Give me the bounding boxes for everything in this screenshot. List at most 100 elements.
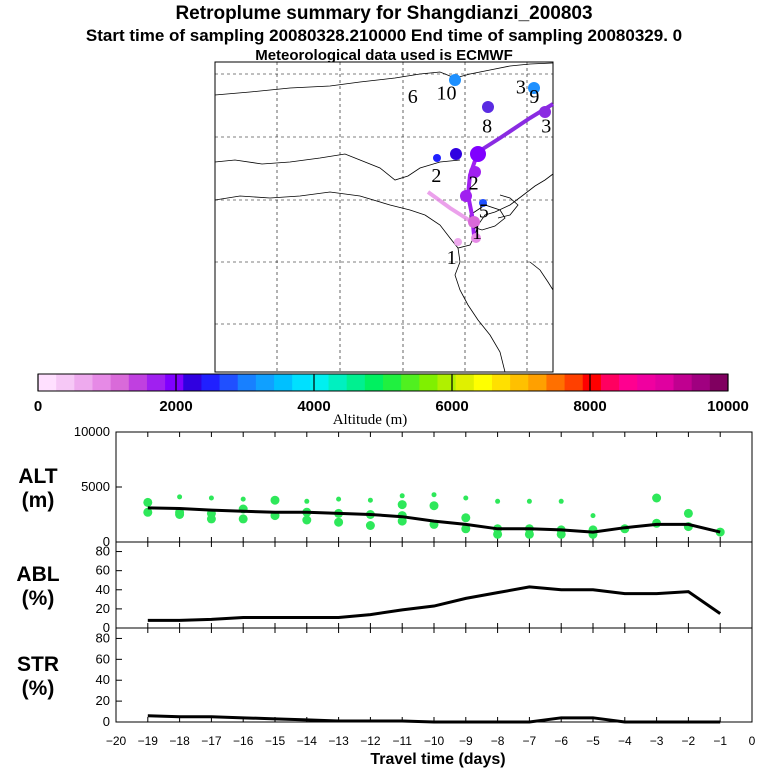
trajectory-point bbox=[433, 154, 441, 162]
x-tick-label: −4 bbox=[618, 734, 632, 748]
colorbar-swatch bbox=[56, 374, 75, 391]
scatter-point bbox=[143, 497, 153, 507]
scatter-point bbox=[365, 521, 375, 530]
abl-panel: 0 20 40 60 80 ABL(%) bbox=[16, 541, 753, 635]
scatter-point bbox=[143, 507, 153, 517]
day-label: 9 bbox=[529, 86, 539, 108]
colorbar-tick-label: 10000 bbox=[707, 398, 749, 415]
colorbar-label: Altitude (m) bbox=[333, 412, 408, 428]
trajectory-point bbox=[449, 74, 461, 86]
scatter-point bbox=[177, 494, 183, 500]
panel-frame bbox=[115, 541, 753, 629]
colorbar-swatch bbox=[237, 374, 257, 391]
coastline bbox=[454, 247, 506, 373]
colorbar-swatch bbox=[564, 374, 584, 391]
y-axis-label: STR bbox=[17, 653, 59, 676]
x-tick-label: −12 bbox=[360, 734, 381, 748]
coastline bbox=[214, 71, 456, 96]
scatter-point bbox=[463, 495, 469, 501]
colorbar-swatch bbox=[637, 374, 656, 391]
y-axis-label: ABL bbox=[16, 563, 59, 586]
colorbar-swatch bbox=[183, 374, 202, 391]
day-label: 5 bbox=[479, 201, 489, 223]
coastline bbox=[497, 194, 519, 219]
series-line bbox=[147, 585, 722, 622]
colorbar-swatch bbox=[491, 374, 511, 391]
colorbar-swatch bbox=[292, 374, 311, 391]
x-tick-label: −15 bbox=[265, 734, 286, 748]
scatter-point bbox=[302, 515, 312, 525]
colorbar-swatch bbox=[510, 374, 529, 391]
colorbar-swatch bbox=[310, 374, 330, 391]
colorbar-swatch bbox=[92, 374, 112, 391]
colorbar-swatch bbox=[619, 374, 638, 391]
scatter-point bbox=[495, 498, 501, 504]
trajectory-point bbox=[460, 190, 472, 202]
y-axis-label: ALT bbox=[18, 465, 57, 488]
x-tick-label: −19 bbox=[138, 734, 159, 748]
x-tick-label: −2 bbox=[682, 734, 696, 748]
colorbar-swatch bbox=[673, 374, 693, 391]
trajectory-point bbox=[470, 146, 486, 162]
x-tick-label: −3 bbox=[650, 734, 664, 748]
day-label: 6 bbox=[408, 86, 418, 108]
trajectory-point bbox=[471, 233, 481, 243]
colorbar-swatch bbox=[437, 374, 457, 391]
colorbar-swatch bbox=[255, 374, 275, 391]
scatter-point bbox=[270, 495, 280, 505]
sampling-time: Start time of sampling 20080328.210000 E… bbox=[85, 26, 683, 45]
scatter-point bbox=[429, 501, 439, 511]
coastline bbox=[214, 153, 461, 181]
x-tick-label: −1 bbox=[713, 734, 727, 748]
y-axis-unit: (%) bbox=[22, 677, 55, 700]
x-tick-label: −20 bbox=[106, 734, 127, 748]
scatter-point bbox=[399, 493, 405, 499]
day-label: 2 bbox=[469, 173, 479, 195]
day-label: 3 bbox=[541, 115, 551, 137]
scatter-point bbox=[524, 529, 534, 539]
series-line bbox=[147, 714, 721, 724]
y-tick-label: 20 bbox=[96, 693, 110, 708]
colorbar-tick-label: 2000 bbox=[159, 398, 192, 415]
x-tick-label: −6 bbox=[554, 734, 568, 748]
trajectory-point bbox=[468, 216, 480, 228]
trajectory-point bbox=[482, 101, 494, 113]
x-tick-label: −5 bbox=[586, 734, 600, 748]
x-tick-label: 0 bbox=[749, 734, 756, 748]
colorbar-swatch bbox=[655, 374, 675, 391]
scatter-point bbox=[652, 493, 662, 503]
day-label: 1 bbox=[472, 222, 482, 244]
scatter-point bbox=[556, 529, 566, 539]
coastline bbox=[424, 173, 554, 249]
colorbar-swatch bbox=[346, 374, 366, 391]
trajectory-point bbox=[469, 166, 481, 178]
y-tick-label: 0 bbox=[103, 714, 110, 729]
altitude-colorbar: 0 2000 4000 6000 8000 10000 Altitude (m) bbox=[34, 373, 749, 428]
trajectory-point bbox=[450, 148, 462, 160]
chart-title: Retroplume summary for Shangdianzi_20080… bbox=[175, 3, 593, 24]
x-tick-label: −11 bbox=[392, 734, 412, 748]
scatter-point bbox=[240, 496, 246, 502]
colorbar-swatch bbox=[419, 374, 438, 391]
scatter-point bbox=[461, 513, 471, 523]
y-tick-label: 10000 bbox=[74, 424, 110, 439]
colorbar-swatch bbox=[165, 374, 184, 391]
colorbar-swatch bbox=[600, 374, 620, 391]
day-label: 8 bbox=[482, 115, 492, 137]
alt-panel: 0 5000 10000 ALT(m) bbox=[18, 424, 753, 549]
y-tick-label: 0 bbox=[103, 620, 110, 635]
x-tick-label: −17 bbox=[201, 734, 222, 748]
y-tick-label: 80 bbox=[96, 630, 110, 645]
trajectory-point bbox=[528, 82, 540, 94]
trajectory-point bbox=[454, 238, 462, 246]
coastline bbox=[214, 191, 426, 216]
colorbar-swatch bbox=[401, 374, 420, 391]
trajectory-point bbox=[539, 106, 551, 118]
y-axis-unit: (m) bbox=[22, 489, 55, 512]
scatter-point bbox=[590, 513, 596, 519]
y-tick-label: 20 bbox=[96, 601, 110, 616]
scatter-point bbox=[238, 514, 248, 524]
scatter-point bbox=[336, 496, 342, 502]
trajectory-line bbox=[426, 190, 474, 224]
